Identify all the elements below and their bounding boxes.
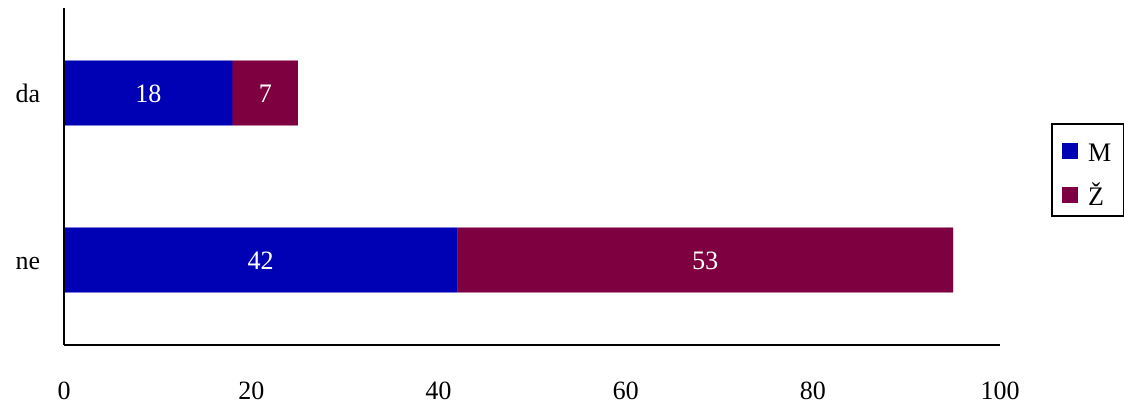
legend-label-series-0: M <box>1088 138 1111 167</box>
y-tick-label-da: da <box>15 79 40 108</box>
x-tick-label-20: 20 <box>238 376 264 405</box>
bar-da-series-0 <box>64 60 233 126</box>
x-tick-labels: 0 20 40 60 80 100 <box>58 376 1020 405</box>
bar-ne-series-0 <box>64 227 458 293</box>
legend: MŽ <box>1051 123 1124 217</box>
legend-label-series-1: Ž <box>1088 182 1104 211</box>
x-tick-label-80: 80 <box>800 376 826 405</box>
y-tick-labels: da ne <box>15 79 40 275</box>
x-tick-label-40: 40 <box>425 376 451 405</box>
legend-swatch-series-0 <box>1062 143 1078 159</box>
data-label-da-series-0: 18 <box>135 79 161 108</box>
bars-layer <box>64 60 954 293</box>
data-label-ne-series-0: 42 <box>248 246 274 275</box>
x-tick-label-100: 100 <box>981 376 1020 405</box>
data-label-ne-series-1: 53 <box>692 246 718 275</box>
x-tick-label-60: 60 <box>613 376 639 405</box>
bar-ne-series-1 <box>457 227 954 293</box>
bar-da-series-1 <box>232 60 298 126</box>
bar-labels-layer: 18 7 42 53 <box>135 79 718 275</box>
data-label-da-series-1: 7 <box>259 79 272 108</box>
legend-swatch-series-1 <box>1062 187 1078 203</box>
y-tick-label-ne: ne <box>15 246 40 275</box>
x-tick-label-0: 0 <box>58 376 71 405</box>
